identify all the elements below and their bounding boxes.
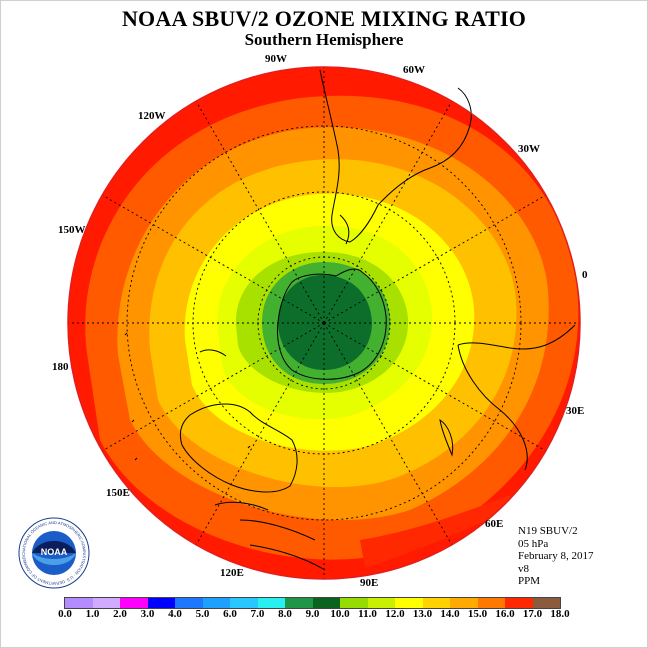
madagascar: [439, 418, 454, 457]
coastlines: [124, 69, 576, 571]
label-120w: 120W: [138, 110, 166, 122]
logo-wordmark: NOAA: [41, 547, 68, 557]
colorbar-tick-label: 8.0: [278, 608, 292, 620]
colorbar-segment: [422, 598, 450, 608]
units-label: PPM: [518, 575, 541, 587]
label-60w: 60W: [403, 64, 425, 76]
colorbar-segment: [147, 598, 175, 608]
colorbar-segment: [202, 598, 230, 608]
band-17-patch: [360, 495, 515, 568]
colorbar-tick-label: 7.0: [250, 608, 265, 620]
label-120e: 120E: [220, 567, 244, 579]
colorbar-segment: [395, 598, 423, 608]
chart-title: NOAA SBUV/2 OZONE MIXING RATIO: [121, 6, 527, 31]
colorbar-segment: [120, 598, 148, 608]
instrument-label: N19 SBUV/2: [518, 525, 578, 537]
colorbar-tick-labels: 0.0 1.0 2.0 3.0 4.0 5.0 6.0 7.0 8.0 9.0 10.0 11.0 12…: [58, 608, 584, 622]
antarctica-coast: [277, 268, 387, 380]
africa-coast: [457, 324, 576, 471]
label-180: 180: [52, 361, 69, 373]
version-label: v8: [518, 562, 529, 575]
colorbar-tick-label: 18.0: [550, 608, 570, 620]
colorbar-tick-label: 4.0: [168, 608, 182, 620]
colorbar-segment: [312, 598, 340, 608]
tierra-del-fuego: [339, 214, 350, 245]
colorbar-tick-label: 5.0: [195, 608, 210, 620]
chart-subtitle: Southern Hemisphere: [244, 30, 404, 49]
colorbar: [64, 597, 561, 609]
pressure-label: 05 hPa: [518, 537, 549, 550]
new-zealand: [199, 349, 227, 357]
date-label: February 8, 2017: [518, 550, 594, 562]
colorbar-segment: [65, 598, 93, 608]
colorbar-tick-label: 17.0: [522, 608, 543, 620]
longitude-labels: 90W 60W 30W 0 30E 60E 90E 120E 150E 180 …: [52, 53, 588, 589]
colorbar-tick-label: 11.0: [358, 608, 377, 620]
colorbar-tick-label: 10.0: [330, 608, 350, 620]
colorbar-segment: [230, 598, 258, 608]
colorbar-segment: [175, 598, 203, 608]
noaa-logo: NOAA NATIONAL OCEANIC AND ATMOSPHERIC AD…: [18, 517, 90, 589]
colorbar-tick-label: 1.0: [85, 608, 100, 620]
graticule: [68, 67, 580, 579]
label-0: 0: [582, 269, 588, 281]
colorbar-tick-label: 12.0: [385, 608, 405, 620]
label-150e: 150E: [106, 487, 130, 499]
colorbar-segment: [367, 598, 395, 608]
label-30w: 30W: [518, 143, 540, 155]
indonesia-islands: [214, 501, 326, 571]
australia-coast: [179, 403, 298, 493]
colorbar-tick-label: 14.0: [440, 608, 460, 620]
colorbar-tick-label: 3.0: [140, 608, 155, 620]
colorbar-segment: [285, 598, 313, 608]
label-150w: 150W: [58, 224, 86, 236]
colorbar-tick-label: 2.0: [113, 608, 127, 620]
colorbar-segment: [257, 598, 285, 608]
colorbar-tick-label: 6.0: [223, 608, 237, 620]
colorbar-tick-label: 0.0: [58, 608, 72, 620]
small-islands: [124, 332, 251, 461]
info-block: N19 SBUV/2 05 hPa February 8, 2017 v8 PP…: [518, 525, 593, 588]
colorbar-segment: [92, 598, 120, 608]
colorbar-segment: [477, 598, 505, 608]
colorbar-tick-label: 9.0: [305, 608, 320, 620]
label-60e: 60E: [485, 518, 503, 530]
colorbar-tick-label: 15.0: [467, 608, 488, 620]
label-90e: 90E: [360, 577, 378, 589]
colorbar-segment: [450, 598, 478, 608]
colorbar-segment: [505, 598, 533, 608]
colorbar-tick-label: 16.0: [495, 608, 515, 620]
colorbar-tick-label: 13.0: [412, 608, 433, 620]
label-30e: 30E: [566, 405, 584, 417]
colorbar-segment: [532, 598, 560, 608]
colorbar-segment: [340, 598, 368, 608]
map-boundary: [67, 66, 581, 580]
label-90w: 90W: [265, 53, 287, 65]
south-america-coast: [319, 69, 472, 243]
